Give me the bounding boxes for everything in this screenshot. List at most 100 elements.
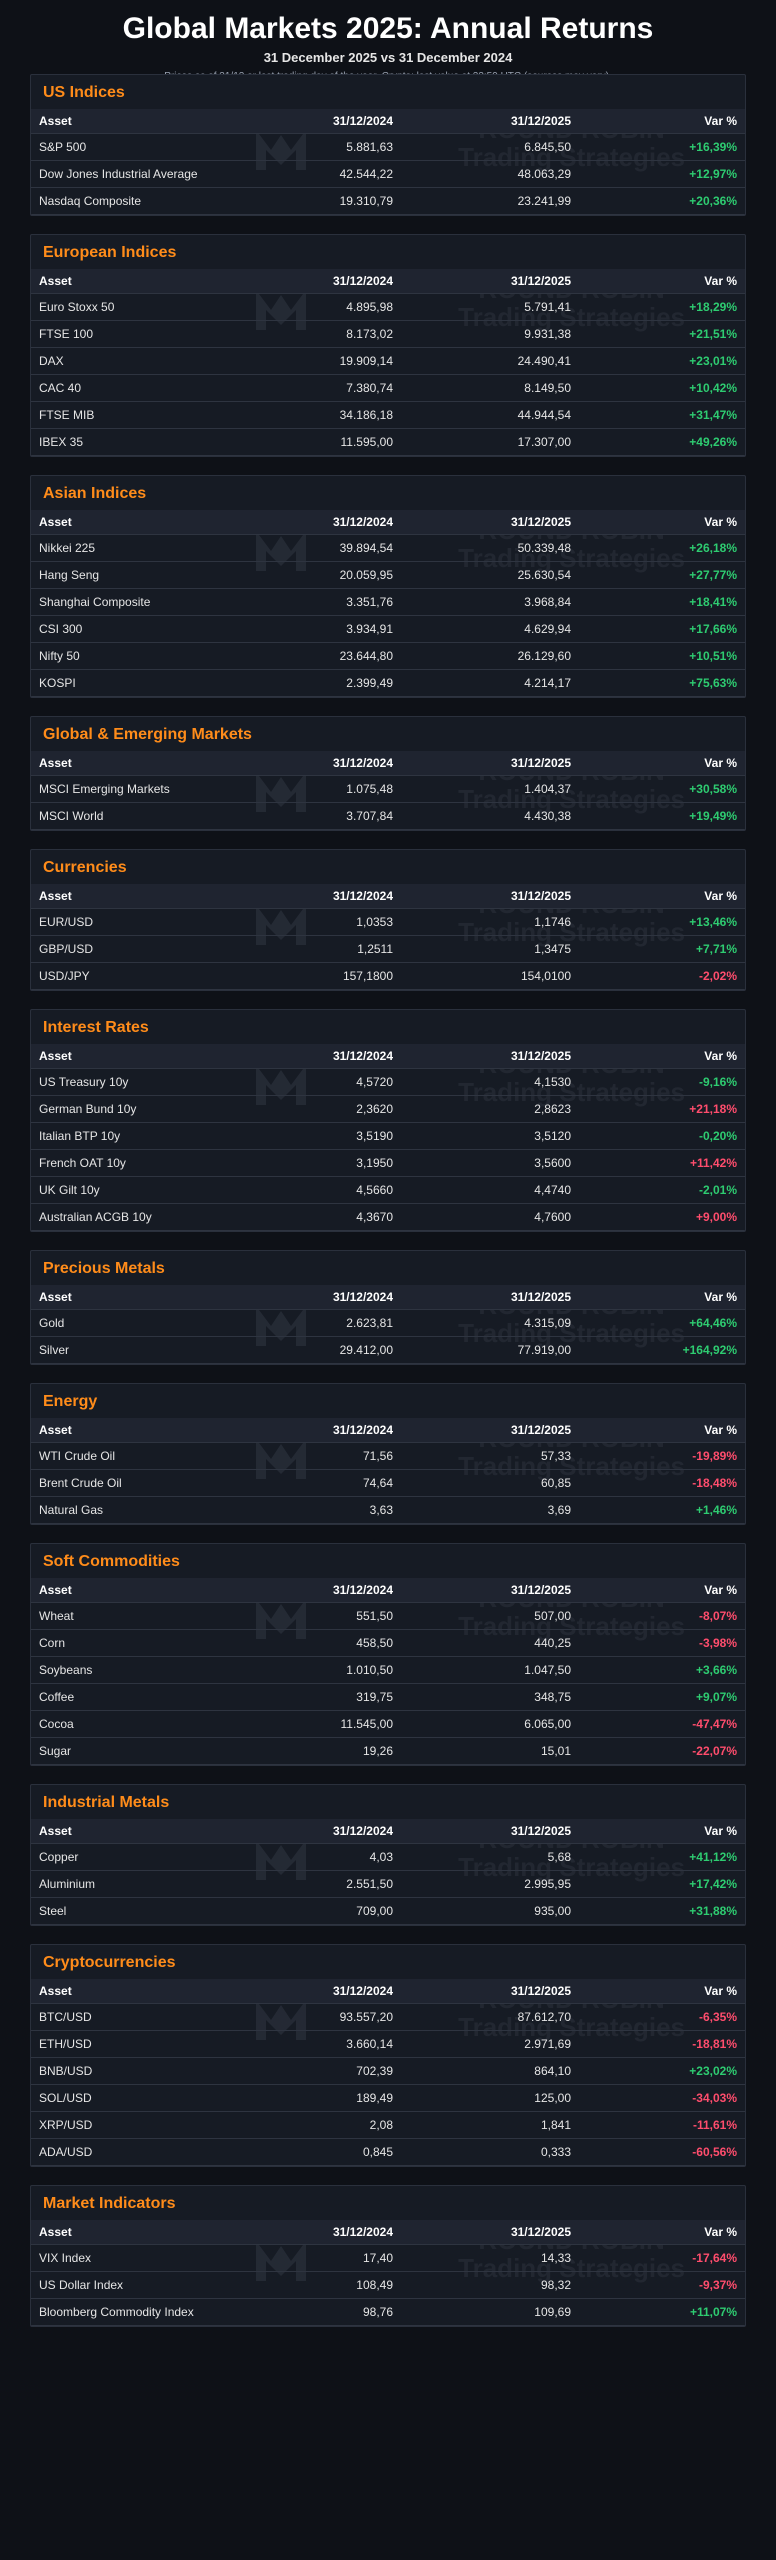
cell-2025: 6.065,00 xyxy=(401,1710,579,1738)
cell-2025: 77.919,00 xyxy=(401,1336,579,1364)
cell-2025: 4.629,94 xyxy=(401,615,579,643)
cell-2024: 2,08 xyxy=(231,2111,401,2139)
cell-asset: Coffee xyxy=(31,1683,231,1711)
page-subtitle: 31 December 2025 vs 31 December 2024 xyxy=(263,50,513,65)
header-2024: 31/12/2024 xyxy=(231,1285,401,1310)
table-row: MSCI Emerging Markets 1.075,48 1.404,37 +30… xyxy=(31,775,745,803)
table-row: Italian BTP 10y 3,5190 3,5120 -0,20% xyxy=(31,1122,745,1150)
table-row: Dow Jones Industrial Average 42.544,22 48.… xyxy=(31,160,745,188)
table-row: Nifty 50 23.644,80 26.129,60 +10,51% xyxy=(31,642,745,670)
table-row: German Bund 10y 2,3620 2,8623 +21,18% xyxy=(31,1095,745,1123)
cell-2025: 440,25 xyxy=(401,1629,579,1657)
section-title: US Indices xyxy=(43,84,125,101)
table-header-row: Asset 31/12/2024 31/12/2025 Var % xyxy=(31,1979,745,2004)
cell-2024: 3.660,14 xyxy=(231,2030,401,2058)
cell-var: -11,61% xyxy=(579,2111,745,2139)
cell-2025: 17.307,00 xyxy=(401,428,579,456)
header-var: Var % xyxy=(579,1819,745,1844)
cell-2024: 4,5720 xyxy=(231,1068,401,1096)
cell-var: +12,97% xyxy=(579,160,745,188)
cell-2024: 11.545,00 xyxy=(231,1710,401,1738)
table-row: Soybeans 1.010,50 1.047,50 +3,66% xyxy=(31,1656,745,1684)
header-2025: 31/12/2025 xyxy=(401,1819,579,1844)
cell-var: +49,26% xyxy=(579,428,745,456)
cell-2024: 4,3670 xyxy=(231,1203,401,1231)
header-2025: 31/12/2025 xyxy=(401,1044,579,1069)
section-panel: ROUND ROBINTrading StrategiesEnergyAsset… xyxy=(30,1383,746,1525)
cell-2024: 3.351,76 xyxy=(231,588,401,616)
table-row: FTSE 100 8.173,02 9.931,38 +21,51% xyxy=(31,320,745,348)
cell-2024: 34.186,18 xyxy=(231,401,401,429)
cell-asset: S&P 500 xyxy=(31,133,231,161)
cell-2025: 109,69 xyxy=(401,2298,579,2326)
cell-var: +17,42% xyxy=(579,1870,745,1898)
data-table: Asset 31/12/2024 31/12/2025 Var % US Treasur… xyxy=(31,1044,745,1231)
cell-asset: Corn xyxy=(31,1629,231,1657)
cell-2024: 3,1950 xyxy=(231,1149,401,1177)
header-var: Var % xyxy=(579,2220,745,2245)
header-var: Var % xyxy=(579,1578,745,1603)
cell-asset: CAC 40 xyxy=(31,374,231,402)
cell-2025: 9.931,38 xyxy=(401,320,579,348)
section-title: Market Indicators xyxy=(43,2195,176,2212)
cell-2024: 108,49 xyxy=(231,2271,401,2299)
cell-var: +20,36% xyxy=(579,187,745,215)
table-row: Wheat 551,50 507,00 -8,07% xyxy=(31,1602,745,1630)
header-2024: 31/12/2024 xyxy=(231,1044,401,1069)
cell-2025: 60,85 xyxy=(401,1469,579,1497)
cell-asset: GBP/USD xyxy=(31,935,231,963)
header-asset: Asset xyxy=(31,1044,231,1069)
table-row: FTSE MIB 34.186,18 44.944,54 +31,47% xyxy=(31,401,745,429)
cell-var: -60,56% xyxy=(579,2138,745,2166)
cell-var: -9,37% xyxy=(579,2271,745,2299)
section-title: Soft Commodities xyxy=(43,1553,180,1570)
data-table: Asset 31/12/2024 31/12/2025 Var % WTI Crude … xyxy=(31,1418,745,1524)
cell-var: +11,42% xyxy=(579,1149,745,1177)
cell-2024: 4.895,98 xyxy=(231,293,401,321)
cell-var: +31,88% xyxy=(579,1897,745,1925)
cell-var: +64,46% xyxy=(579,1309,745,1337)
cell-2025: 1.047,50 xyxy=(401,1656,579,1684)
table-row: Bloomberg Commodity Index 98,76 109,69 +11,… xyxy=(31,2298,745,2326)
header-2025: 31/12/2025 xyxy=(401,1418,579,1443)
cell-var: +26,18% xyxy=(579,534,745,562)
header-asset: Asset xyxy=(31,1979,231,2004)
data-table: Asset 31/12/2024 31/12/2025 Var % EUR/USD 1,0… xyxy=(31,884,745,990)
cell-var: +18,29% xyxy=(579,293,745,321)
cell-asset: US Treasury 10y xyxy=(31,1068,231,1096)
cell-2024: 3,5190 xyxy=(231,1122,401,1150)
cell-asset: MSCI Emerging Markets xyxy=(31,775,231,803)
table-row: Australian ACGB 10y 4,3670 4,7600 +9,00% xyxy=(31,1203,745,1231)
table-header-row: Asset 31/12/2024 31/12/2025 Var % xyxy=(31,751,745,776)
cell-2025: 57,33 xyxy=(401,1442,579,1470)
cell-2025: 2,8623 xyxy=(401,1095,579,1123)
section-title: European Indices xyxy=(43,244,177,261)
cell-var: +164,92% xyxy=(579,1336,745,1364)
cell-asset: Silver xyxy=(31,1336,231,1364)
cell-asset: Hang Seng xyxy=(31,561,231,589)
table-row: KOSPI 2.399,49 4.214,17 +75,63% xyxy=(31,669,745,697)
cell-asset: IBEX 35 xyxy=(31,428,231,456)
header-2024: 31/12/2024 xyxy=(231,751,401,776)
table-row: VIX Index 17,40 14,33 -17,64% xyxy=(31,2244,745,2272)
cell-var: +23,01% xyxy=(579,347,745,375)
cell-2025: 98,32 xyxy=(401,2271,579,2299)
table-row: Sugar 19,26 15,01 -22,07% xyxy=(31,1737,745,1765)
cell-var: -34,03% xyxy=(579,2084,745,2112)
cell-var: -47,47% xyxy=(579,1710,745,1738)
data-table: Asset 31/12/2024 31/12/2025 Var % Euro Stoxx… xyxy=(31,269,745,456)
cell-var: -17,64% xyxy=(579,2244,745,2272)
cell-var: +3,66% xyxy=(579,1656,745,1684)
section-title: Energy xyxy=(43,1393,98,1410)
table-row: XRP/USD 2,08 1,841 -11,61% xyxy=(31,2111,745,2139)
header-2025: 31/12/2025 xyxy=(401,109,579,134)
table-row: Steel 709,00 935,00 +31,88% xyxy=(31,1897,745,1925)
cell-var: +7,71% xyxy=(579,935,745,963)
cell-2024: 3.707,84 xyxy=(231,802,401,830)
cell-2025: 348,75 xyxy=(401,1683,579,1711)
header-var: Var % xyxy=(579,1418,745,1443)
